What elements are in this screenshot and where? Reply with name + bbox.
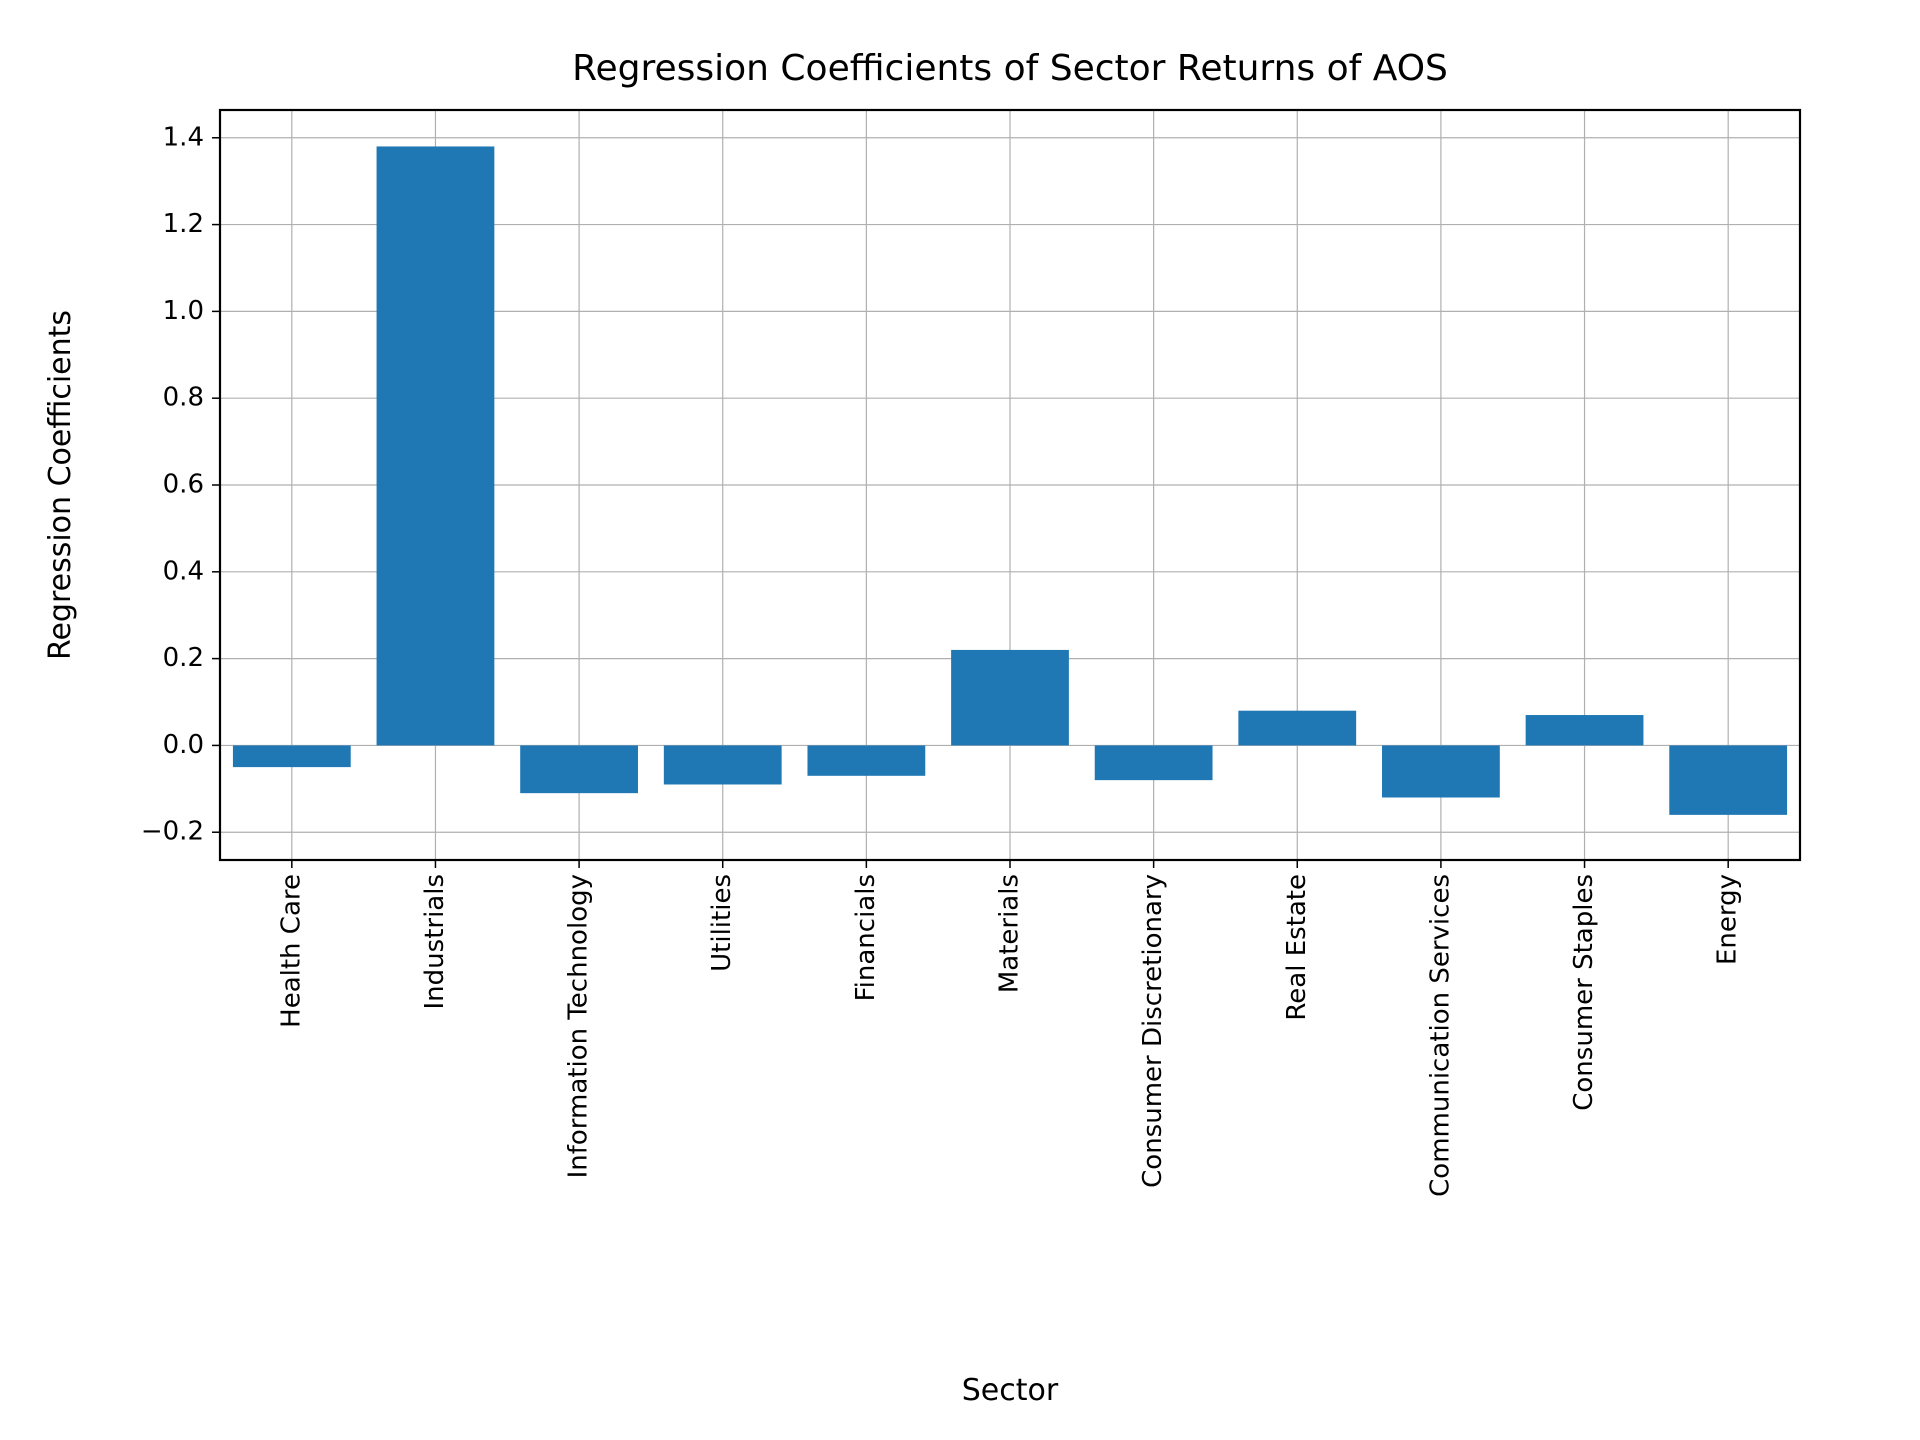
x-tick-label: Utilities <box>707 874 737 972</box>
bar-chart: −0.2 0.0 0.2 0.4 0.6 0.8 1.0 1.2 1.4 Health Care I… <box>0 0 1920 1440</box>
bar <box>807 745 925 775</box>
y-tick-label: 0.6 <box>163 470 204 500</box>
y-tick-label: 0.0 <box>163 730 204 760</box>
bar <box>233 745 351 767</box>
y-tick-label: −0.2 <box>141 817 204 847</box>
bar <box>1095 745 1213 780</box>
bar <box>377 146 495 745</box>
y-tick-label: 1.2 <box>163 209 204 239</box>
bar <box>1238 711 1356 746</box>
bar <box>1669 745 1787 814</box>
x-tick-label: Information Technology <box>564 874 594 1178</box>
bar <box>951 650 1069 745</box>
y-tick-label: 1.4 <box>163 122 204 152</box>
bar <box>1382 745 1500 797</box>
y-tick-label: 0.8 <box>163 383 204 413</box>
y-tick-label: 0.4 <box>163 556 204 586</box>
bar <box>520 745 638 793</box>
y-axis-label: Regression Coefficients <box>43 310 78 660</box>
x-tick-label: Financials <box>851 874 881 1001</box>
x-tick-label: Industrials <box>420 874 450 1009</box>
x-tick-label: Health Care <box>276 874 306 1028</box>
bar <box>664 745 782 784</box>
y-tick-label: 0.2 <box>163 643 204 673</box>
x-tick-label: Real Estate <box>1282 874 1312 1021</box>
chart-container: −0.2 0.0 0.2 0.4 0.6 0.8 1.0 1.2 1.4 Health Care I… <box>0 0 1920 1440</box>
x-tick-label: Materials <box>995 874 1025 993</box>
bar <box>1526 715 1644 745</box>
x-tick-label: Consumer Discretionary <box>1138 874 1168 1188</box>
x-axis-label: Sector <box>962 1373 1059 1408</box>
chart-title: Regression Coefficients of Sector Return… <box>572 48 1448 89</box>
x-tick-label: Communication Services <box>1425 874 1455 1197</box>
y-tick-label: 1.0 <box>163 296 204 326</box>
x-tick-label: Energy <box>1713 874 1743 965</box>
x-tick-label: Consumer Staples <box>1569 874 1599 1111</box>
